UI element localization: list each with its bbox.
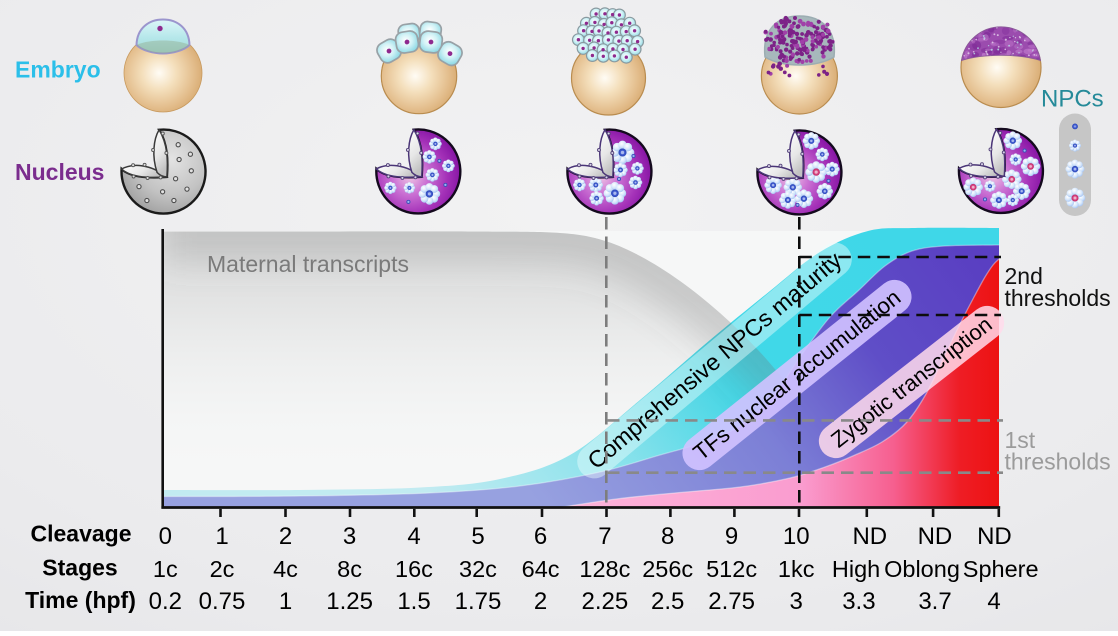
svg-text:6: 6: [534, 523, 547, 550]
svg-text:2.5: 2.5: [651, 588, 684, 615]
svg-text:ND: ND: [918, 523, 953, 550]
svg-text:Cleavage: Cleavage: [30, 521, 131, 547]
svg-text:1.25: 1.25: [326, 588, 373, 615]
svg-text:1.75: 1.75: [455, 588, 502, 615]
svg-text:2nd: 2nd: [1005, 263, 1043, 289]
svg-text:7: 7: [598, 523, 611, 550]
svg-text:0.75: 0.75: [199, 588, 246, 615]
svg-text:128c: 128c: [579, 556, 630, 582]
svg-text:64c: 64c: [522, 556, 560, 582]
svg-text:High: High: [832, 556, 880, 582]
svg-text:ND: ND: [977, 523, 1012, 550]
svg-text:3.3: 3.3: [842, 588, 875, 615]
svg-text:9: 9: [725, 523, 738, 550]
svg-text:Nucleus: Nucleus: [15, 159, 104, 185]
svg-text:512c: 512c: [706, 556, 757, 582]
svg-text:0.2: 0.2: [149, 588, 182, 615]
svg-text:10: 10: [783, 523, 810, 550]
svg-text:Oblong: Oblong: [884, 556, 960, 582]
svg-text:16c: 16c: [395, 556, 433, 582]
svg-text:Embryo: Embryo: [15, 57, 101, 83]
svg-text:32c: 32c: [459, 556, 497, 582]
svg-text:thresholds: thresholds: [1005, 285, 1111, 311]
svg-text:3: 3: [790, 588, 803, 615]
svg-text:8: 8: [661, 523, 674, 550]
svg-text:ND: ND: [852, 523, 887, 550]
svg-text:NPCs: NPCs: [1041, 86, 1104, 113]
svg-text:Stages: Stages: [42, 555, 117, 581]
svg-text:2: 2: [534, 588, 547, 615]
svg-text:4c: 4c: [273, 556, 298, 582]
svg-text:Time (hpf): Time (hpf): [25, 587, 136, 613]
svg-text:Sphere: Sphere: [963, 556, 1039, 582]
svg-text:4: 4: [987, 588, 1000, 615]
svg-text:1st: 1st: [1005, 427, 1036, 453]
svg-text:3: 3: [343, 523, 356, 550]
svg-text:1: 1: [215, 523, 228, 550]
svg-text:2.25: 2.25: [582, 588, 629, 615]
svg-text:8c: 8c: [337, 556, 362, 582]
svg-text:3.7: 3.7: [918, 588, 951, 615]
svg-text:5: 5: [471, 523, 484, 550]
svg-text:1: 1: [279, 588, 292, 615]
svg-text:1c: 1c: [153, 556, 178, 582]
svg-text:256c: 256c: [642, 556, 693, 582]
svg-text:4: 4: [407, 523, 420, 550]
svg-text:2.75: 2.75: [708, 588, 755, 615]
svg-text:0: 0: [159, 523, 172, 550]
svg-text:2c: 2c: [210, 556, 235, 582]
svg-text:1.5: 1.5: [397, 588, 430, 615]
svg-text:2: 2: [279, 523, 292, 550]
svg-text:thresholds: thresholds: [1005, 449, 1111, 475]
svg-text:1kc: 1kc: [778, 556, 815, 582]
svg-text:Maternal transcripts: Maternal transcripts: [207, 251, 409, 277]
